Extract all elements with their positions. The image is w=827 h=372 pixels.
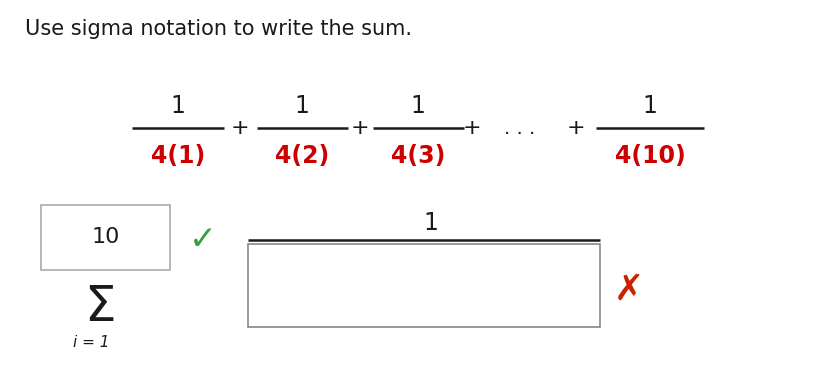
Text: Use sigma notation to write the sum.: Use sigma notation to write the sum. [25,19,411,39]
Text: ✗: ✗ [614,273,643,307]
Text: +: + [231,118,249,138]
FancyBboxPatch shape [41,205,170,270]
Text: 4(3): 4(3) [390,144,445,168]
Text: i = 1: i = 1 [73,335,109,350]
Text: 1: 1 [642,94,657,118]
Text: 1: 1 [410,94,425,118]
Text: 1: 1 [294,94,309,118]
Text: 10: 10 [91,227,120,247]
Text: 1: 1 [170,94,185,118]
Text: 4(1): 4(1) [151,144,205,168]
Text: +: + [351,118,369,138]
Text: $\Sigma$: $\Sigma$ [84,283,114,331]
Text: +: + [566,118,584,138]
Text: 4(10): 4(10) [614,144,685,168]
FancyBboxPatch shape [248,244,600,327]
Text: . . .: . . . [503,119,534,138]
Text: 4(2): 4(2) [275,144,329,168]
Text: +: + [462,118,480,138]
Text: ✓: ✓ [189,224,217,256]
Text: 1: 1 [423,211,437,235]
